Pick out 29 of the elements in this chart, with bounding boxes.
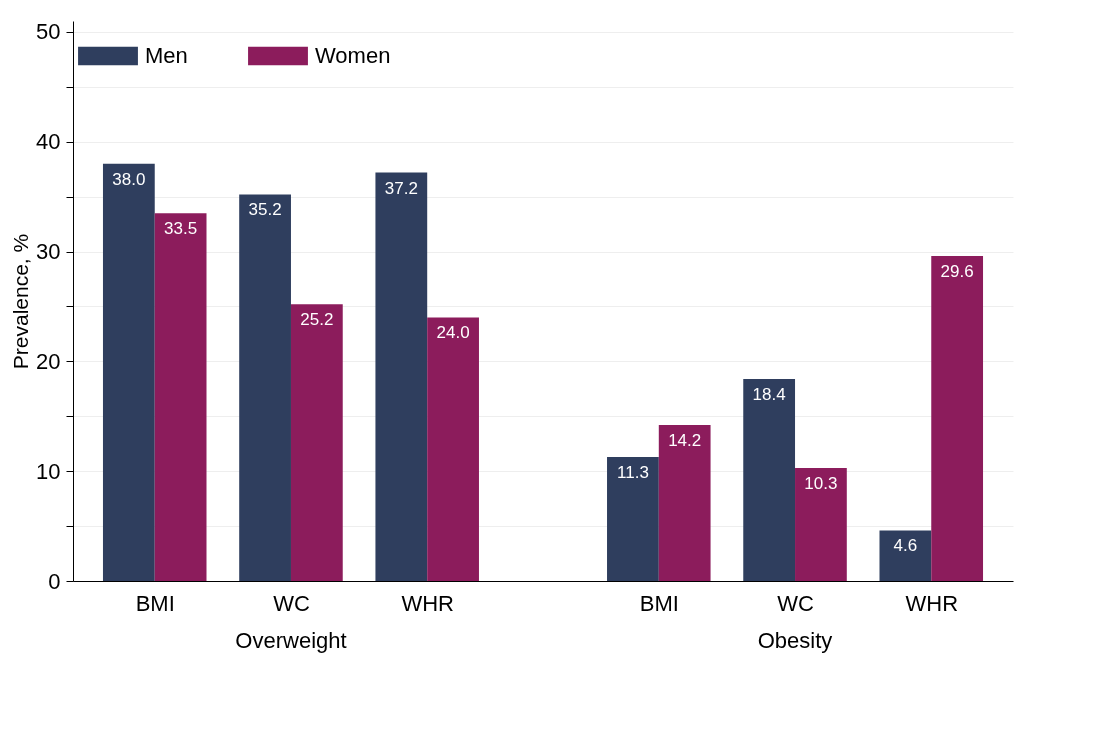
data-label: 4.6 xyxy=(893,536,918,556)
text: Overweight xyxy=(235,628,347,653)
x-tick-label: BMI xyxy=(639,590,679,616)
x-tick-label: BMI xyxy=(135,590,175,616)
y-axis-title: Prevalence, % xyxy=(9,233,33,370)
y-tick-label: 40 xyxy=(36,129,61,155)
x-tick-label: WC xyxy=(273,590,310,616)
legend-label: Men xyxy=(145,43,188,68)
x-tick-label: WHR xyxy=(905,590,959,616)
y-tick-label: 30 xyxy=(36,239,61,265)
data-label: 38.0 xyxy=(112,169,146,189)
text: Obesity xyxy=(757,628,833,653)
y-tick-label: 50 xyxy=(36,19,61,45)
data-label: 33.5 xyxy=(164,219,198,239)
data-label: 29.6 xyxy=(940,261,974,281)
data-label: 35.2 xyxy=(248,200,282,220)
y-tick-label: 0 xyxy=(48,568,61,594)
data-label: 11.3 xyxy=(617,462,649,482)
legend-label: Women xyxy=(315,43,391,68)
y-tick-label: 20 xyxy=(36,348,61,374)
x-tick-label: WHR xyxy=(401,590,454,616)
x-tick-label: WC xyxy=(777,590,814,616)
data-label: 25.2 xyxy=(300,310,334,330)
data-label: 10.3 xyxy=(804,473,838,493)
y-tick-label: 10 xyxy=(36,458,61,484)
data-label: 18.4 xyxy=(752,384,786,404)
data-label: 37.2 xyxy=(384,178,418,198)
data-label: 24.0 xyxy=(436,323,470,343)
data-label: 14.2 xyxy=(668,431,702,451)
